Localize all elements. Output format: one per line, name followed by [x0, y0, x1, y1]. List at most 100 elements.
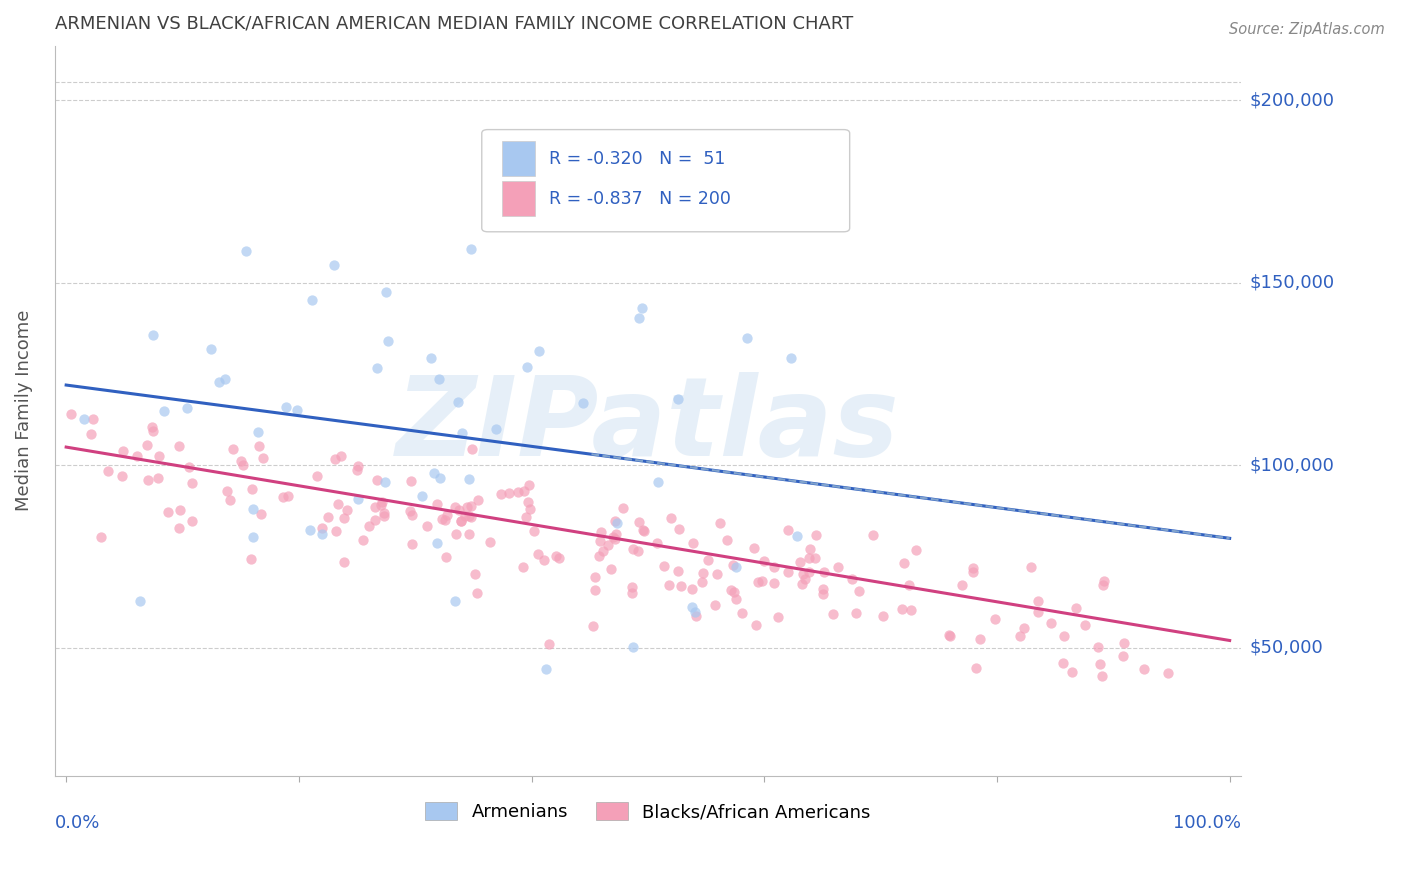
Point: [583, 570, 606, 584]
Text: $150,000: $150,000: [1250, 274, 1334, 292]
Point: [1092, 574, 1115, 588]
Point: [311, 526, 333, 541]
Point: [813, 565, 835, 579]
Point: [90, 530, 112, 544]
Point: [434, 549, 457, 564]
Point: [862, 527, 884, 541]
Point: [658, 578, 681, 592]
Point: [411, 489, 433, 503]
Point: [602, 530, 624, 544]
Point: [398, 504, 420, 518]
Point: [797, 565, 820, 579]
Point: [373, 507, 395, 521]
Point: [432, 512, 454, 526]
Point: [112, 443, 135, 458]
Point: [962, 565, 984, 579]
Point: [180, 476, 202, 491]
Point: [1062, 665, 1084, 679]
Point: [692, 574, 714, 589]
Point: [142, 328, 165, 343]
Point: [589, 525, 612, 540]
Point: [778, 523, 800, 537]
Point: [433, 513, 456, 527]
Point: [745, 618, 768, 632]
Point: [485, 422, 508, 436]
Point: [1157, 665, 1180, 680]
Point: [1090, 657, 1112, 672]
Point: [517, 495, 540, 509]
Point: [232, 458, 254, 472]
Point: [742, 541, 765, 555]
Point: [179, 460, 201, 475]
Point: [724, 559, 747, 574]
Point: [444, 526, 467, 541]
Point: [652, 558, 675, 573]
Point: [426, 497, 449, 511]
Point: [1039, 615, 1062, 630]
Point: [457, 509, 479, 524]
Point: [370, 498, 392, 512]
Point: [845, 607, 868, 621]
Point: [804, 551, 827, 566]
Point: [467, 493, 489, 508]
Point: [323, 258, 346, 272]
Point: [420, 351, 443, 366]
Point: [572, 395, 595, 409]
Point: [799, 550, 821, 565]
Point: [498, 486, 520, 500]
Point: [252, 451, 274, 466]
Point: [806, 528, 828, 542]
Point: [669, 579, 692, 593]
Point: [460, 510, 482, 524]
Point: [890, 602, 912, 616]
Point: [848, 583, 870, 598]
Point: [938, 629, 960, 643]
Text: Source: ZipAtlas.com: Source: ZipAtlas.com: [1229, 22, 1385, 37]
Point: [792, 567, 814, 582]
Point: [242, 502, 264, 516]
Point: [811, 587, 834, 601]
Point: [180, 514, 202, 528]
Point: [621, 640, 644, 654]
Point: [938, 628, 960, 642]
Point: [723, 584, 745, 599]
Point: [457, 526, 479, 541]
Point: [627, 544, 650, 558]
Point: [374, 475, 396, 489]
Point: [952, 577, 974, 591]
Point: [426, 535, 449, 549]
Point: [153, 404, 176, 418]
Point: [628, 516, 651, 530]
Point: [647, 475, 669, 489]
Point: [427, 371, 450, 385]
Point: [148, 449, 170, 463]
Point: [80, 426, 103, 441]
Point: [1087, 640, 1109, 654]
Point: [627, 310, 650, 325]
Point: [668, 522, 690, 536]
Point: [450, 514, 472, 528]
Point: [789, 556, 811, 570]
Point: [1053, 629, 1076, 643]
Point: [716, 533, 738, 548]
Point: [111, 469, 134, 483]
Point: [720, 582, 742, 597]
Point: [612, 500, 634, 515]
Point: [685, 608, 707, 623]
Point: [464, 566, 486, 581]
Point: [371, 495, 394, 509]
Point: [242, 530, 264, 544]
Point: [235, 244, 257, 258]
Point: [965, 660, 987, 674]
Point: [460, 242, 482, 256]
Point: [200, 342, 222, 356]
Point: [364, 500, 387, 514]
Point: [969, 632, 991, 647]
Point: [415, 519, 437, 533]
Point: [621, 580, 644, 594]
Point: [512, 559, 534, 574]
Point: [156, 505, 179, 519]
Text: ZIPatlas: ZIPatlas: [396, 372, 900, 479]
Text: $100,000: $100,000: [1250, 457, 1334, 475]
Point: [1112, 636, 1135, 650]
